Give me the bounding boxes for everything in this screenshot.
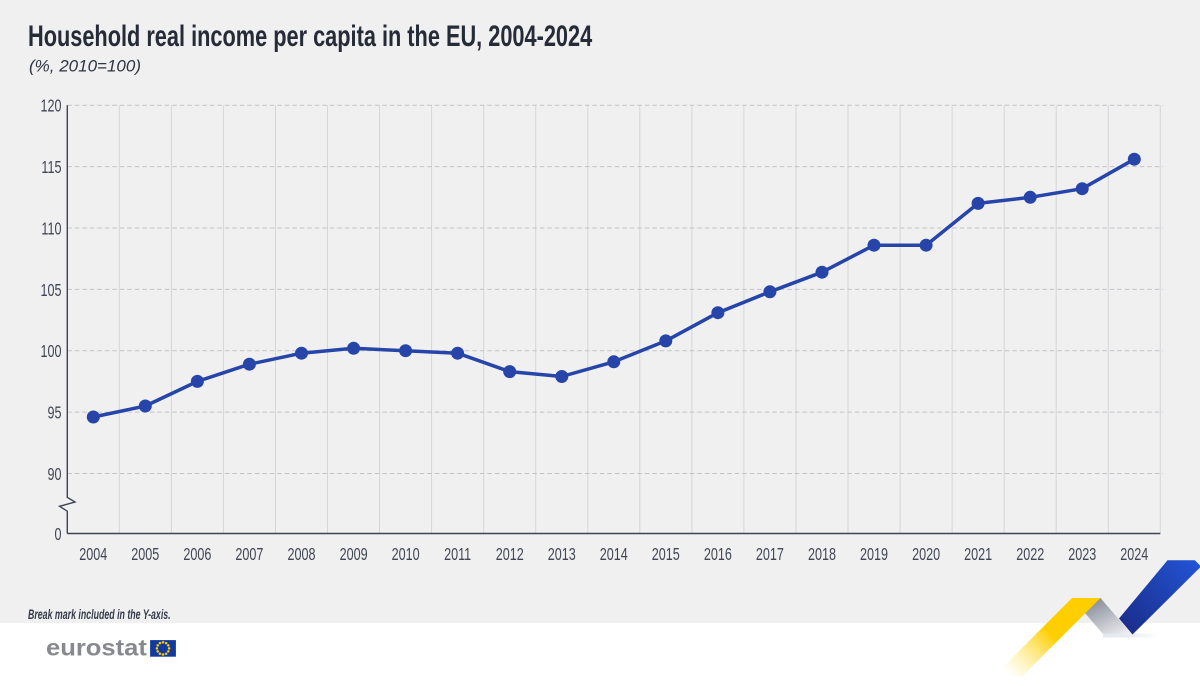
svg-text:120: 120 bbox=[41, 97, 62, 117]
svg-text:(%, 2010=100): (%, 2010=100) bbox=[29, 57, 141, 76]
svg-text:2015: 2015 bbox=[652, 545, 680, 565]
svg-text:2023: 2023 bbox=[1068, 545, 1096, 565]
svg-text:2022: 2022 bbox=[1016, 545, 1044, 565]
svg-text:100: 100 bbox=[41, 342, 62, 362]
svg-text:2024: 2024 bbox=[1120, 545, 1148, 565]
svg-text:2018: 2018 bbox=[808, 545, 836, 565]
svg-text:2009: 2009 bbox=[340, 545, 368, 565]
svg-text:2004: 2004 bbox=[79, 545, 107, 565]
svg-text:2012: 2012 bbox=[496, 545, 524, 565]
svg-text:2007: 2007 bbox=[235, 545, 263, 565]
svg-text:2016: 2016 bbox=[704, 545, 732, 565]
svg-text:eurostat: eurostat bbox=[46, 635, 147, 661]
svg-text:2011: 2011 bbox=[444, 545, 471, 565]
svg-text:95: 95 bbox=[47, 404, 61, 424]
svg-text:2017: 2017 bbox=[756, 545, 784, 565]
svg-text:2014: 2014 bbox=[600, 545, 628, 565]
svg-text:115: 115 bbox=[41, 158, 61, 178]
svg-text:0: 0 bbox=[54, 525, 61, 545]
svg-text:2008: 2008 bbox=[287, 545, 315, 565]
svg-text:2013: 2013 bbox=[548, 545, 576, 565]
svg-text:2021: 2021 bbox=[964, 545, 992, 565]
svg-text:Break mark included in the Y-a: Break mark included in the Y-axis. bbox=[28, 608, 171, 622]
svg-text:110: 110 bbox=[41, 219, 61, 239]
svg-text:105: 105 bbox=[41, 281, 62, 301]
svg-text:90: 90 bbox=[47, 465, 61, 485]
svg-text:2020: 2020 bbox=[912, 545, 940, 565]
svg-text:2005: 2005 bbox=[131, 545, 159, 565]
svg-text:2019: 2019 bbox=[860, 545, 888, 565]
svg-text:2006: 2006 bbox=[183, 545, 211, 565]
svg-text:2010: 2010 bbox=[392, 545, 420, 565]
svg-text:Household real income per capi: Household real income per capita in the … bbox=[28, 19, 593, 53]
